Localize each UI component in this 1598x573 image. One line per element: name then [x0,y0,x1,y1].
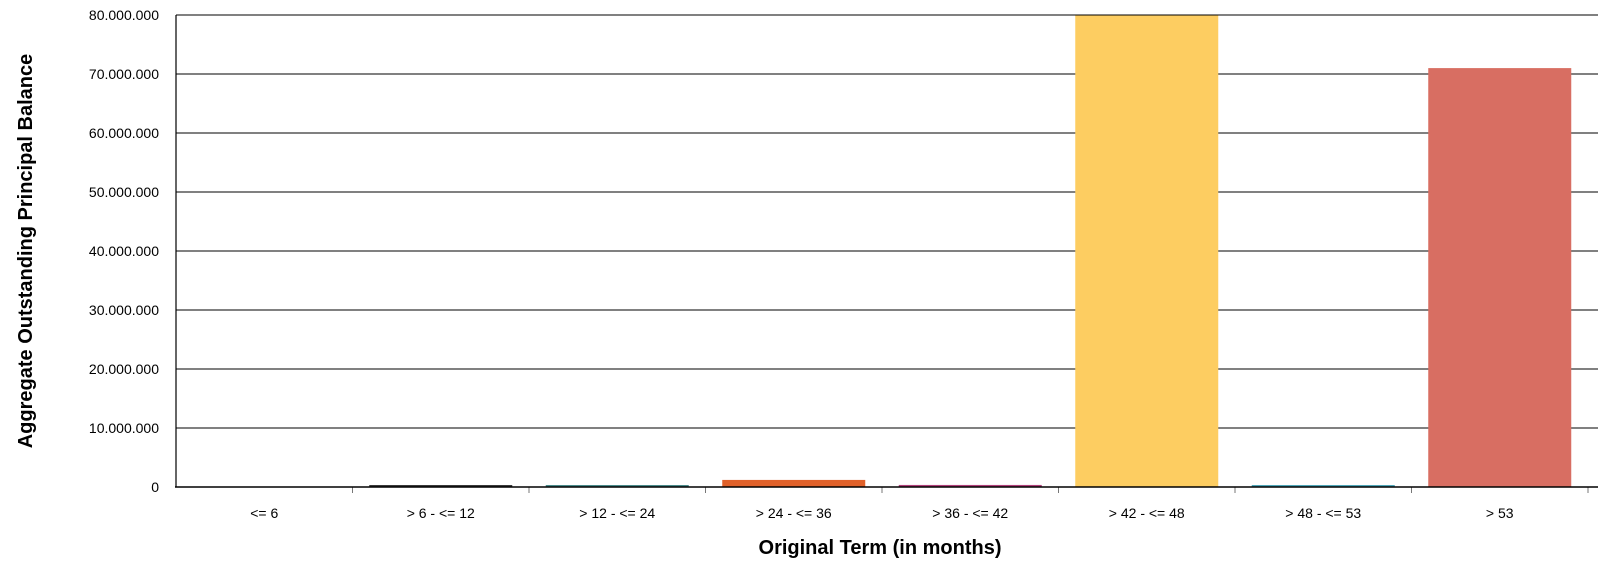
bar [545,485,689,487]
x-tick-label: > 36 - <= 42 [932,505,1008,521]
y-tick-label: 10.000.000 [89,420,159,436]
bars [369,15,1572,487]
bar [1428,68,1572,487]
x-tick-labels: <= 6 > 6 - <= 12 > 12 - <= 24 > 24 - <= 36 >… [250,505,1514,521]
x-tick-label: > 12 - <= 24 [579,505,655,521]
y-tick-label: 80.000.000 [89,7,159,23]
y-tick-label: 50.000.000 [89,184,159,200]
x-tick-label: > 42 - <= 48 [1109,505,1185,521]
bar [722,479,866,487]
bar [1251,485,1395,487]
y-tick-label: 0 [151,479,159,495]
y-tick-labels: 0 10.000.000 20.000.000 30.000.000 40.000.00… [89,7,159,495]
bar [1075,15,1219,487]
x-tick-label: <= 6 [250,505,278,521]
axes [175,14,1598,493]
y-tick-label: 60.000.000 [89,125,159,141]
x-tick-label: > 24 - <= 36 [756,505,832,521]
gridlines [176,14,1598,429]
x-tick-label: > 6 - <= 12 [407,505,475,521]
x-tick-label: > 53 [1486,505,1514,521]
bar [898,484,1042,487]
x-axis-title: Original Term (in months) [759,537,1002,559]
y-tick-label: 70.000.000 [89,66,159,82]
y-tick-label: 30.000.000 [89,302,159,318]
y-tick-label: 40.000.000 [89,243,159,259]
y-tick-label: 20.000.000 [89,361,159,377]
x-tick-label: > 48 - <= 53 [1285,505,1361,521]
y-axis-title: Aggregate Outstanding Principal Balance [15,54,37,449]
bar [369,485,513,487]
